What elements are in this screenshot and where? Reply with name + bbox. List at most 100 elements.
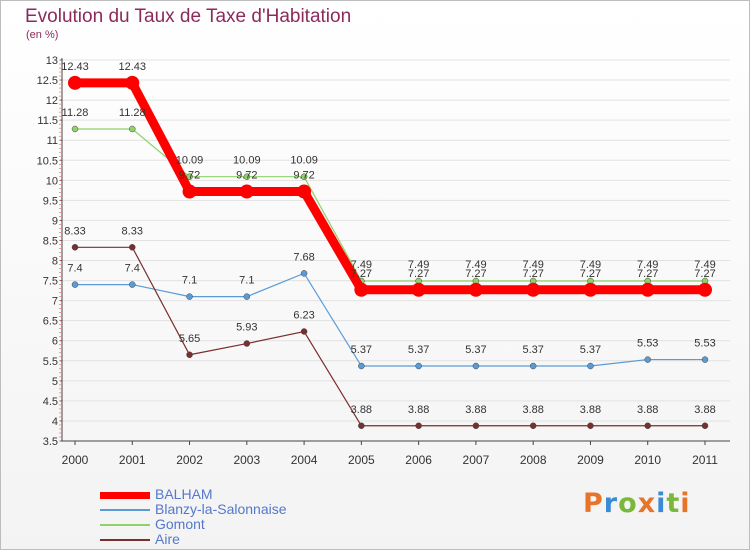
y-tick-label: 9.5 bbox=[43, 195, 58, 207]
legend-label: BALHAM bbox=[155, 486, 213, 502]
grid-lines bbox=[62, 59, 730, 422]
data-point bbox=[239, 184, 254, 199]
data-label: 7.27 bbox=[408, 268, 429, 280]
logo-letter: P bbox=[583, 488, 604, 519]
logo-letter: o bbox=[618, 488, 638, 519]
data-point bbox=[182, 184, 197, 199]
data-point bbox=[701, 422, 709, 430]
logo-letter: i bbox=[656, 488, 667, 519]
data-point bbox=[297, 184, 312, 199]
data-label: 7.1 bbox=[182, 275, 197, 287]
data-point bbox=[129, 244, 136, 251]
data-label: 8.33 bbox=[64, 225, 85, 237]
data-label: 5.37 bbox=[351, 344, 372, 356]
data-label: 7.49 bbox=[637, 259, 658, 271]
data-label: 6.23 bbox=[293, 310, 314, 322]
legend-item: Gomont bbox=[100, 516, 360, 532]
data-label: 10.09 bbox=[176, 155, 204, 167]
x-axis-ticks: 2000 2001 2002 2003 2004 2005 2006 2007 2008 2009… bbox=[62, 441, 718, 467]
data-point bbox=[300, 328, 308, 335]
data-label: 3.88 bbox=[580, 404, 601, 416]
y-tick-label: 12 bbox=[46, 95, 58, 107]
data-point bbox=[640, 282, 655, 297]
y-tick-label: 13 bbox=[46, 55, 58, 67]
data-label: 9.72 bbox=[236, 170, 257, 182]
legend-swatch bbox=[100, 539, 150, 541]
series-group bbox=[68, 75, 712, 430]
data-label: 7.49 bbox=[522, 259, 543, 271]
data-point bbox=[358, 422, 365, 430]
x-tick-label: 2011 bbox=[692, 453, 718, 467]
data-point bbox=[129, 125, 136, 133]
data-label: 5.37 bbox=[408, 344, 429, 356]
data-point bbox=[644, 356, 651, 363]
data-label: 7.27 bbox=[522, 268, 543, 280]
data-label: 3.88 bbox=[637, 404, 658, 416]
data-label: 7.49 bbox=[408, 259, 429, 271]
legend-item: Blanzy-la-Salonnaise bbox=[100, 501, 360, 517]
data-label: 10.09 bbox=[233, 155, 261, 167]
data-point bbox=[468, 282, 483, 297]
logo-letter: t bbox=[666, 488, 681, 519]
x-tick-label: 2008 bbox=[520, 453, 547, 467]
legend-item: BALHAM bbox=[100, 486, 360, 502]
x-tick-label: 2004 bbox=[291, 453, 318, 467]
data-point bbox=[71, 125, 79, 133]
legend-label: Gomont bbox=[155, 516, 205, 532]
chart-title: Evolution du Taux de Taxe d'Habitation bbox=[25, 6, 352, 27]
y-tick-label: 5.5 bbox=[43, 356, 58, 368]
data-labels: 11.28 11.28 10.09 10.09 10.09 7.49 7.49 7.49 7.4… bbox=[61, 61, 715, 416]
y-tick-label: 10.5 bbox=[37, 155, 58, 167]
x-tick-label: 2007 bbox=[463, 453, 490, 467]
y-tick-label: 7.5 bbox=[43, 276, 58, 288]
data-point bbox=[186, 293, 193, 300]
data-point bbox=[68, 75, 82, 90]
data-label: 7.27 bbox=[637, 268, 658, 280]
data-label: 3.88 bbox=[694, 404, 715, 416]
data-point bbox=[583, 282, 598, 297]
legend-label: Blanzy-la-Salonnaise bbox=[155, 501, 287, 517]
data-label: 11.28 bbox=[62, 107, 89, 119]
data-label: 7.27 bbox=[351, 268, 372, 280]
series-line-balham bbox=[75, 78, 705, 295]
data-point bbox=[529, 422, 537, 430]
data-label: 5.53 bbox=[637, 338, 658, 350]
data-label: 3.88 bbox=[408, 404, 429, 416]
data-label: 3.88 bbox=[351, 404, 372, 416]
proxiti-logo: Proxiti bbox=[583, 488, 691, 519]
y-tick-label: 5 bbox=[52, 376, 58, 388]
y-tick-label: 4.5 bbox=[43, 396, 58, 408]
data-point bbox=[415, 422, 422, 430]
data-label: 5.37 bbox=[580, 344, 601, 356]
data-label: 12.43 bbox=[61, 61, 89, 73]
data-label: 7.49 bbox=[351, 259, 372, 271]
data-point bbox=[300, 270, 308, 277]
axes bbox=[61, 58, 730, 442]
data-label: 11.28 bbox=[119, 107, 146, 119]
data-label: 7.27 bbox=[694, 268, 715, 280]
x-tick-label: 2010 bbox=[634, 453, 661, 467]
data-label: 7.27 bbox=[465, 268, 486, 280]
y-tick-label: 11.5 bbox=[37, 115, 58, 127]
data-label: 3.88 bbox=[522, 404, 543, 416]
data-label: 7.1 bbox=[239, 275, 254, 287]
data-label: 7.27 bbox=[580, 268, 601, 280]
data-point bbox=[129, 281, 136, 288]
data-point bbox=[587, 362, 594, 370]
y-tick-label: 6.5 bbox=[43, 316, 58, 328]
data-point bbox=[125, 75, 140, 90]
y-tick-label: 12.5 bbox=[37, 75, 58, 87]
logo-letter: x bbox=[637, 488, 657, 519]
data-label: 10.09 bbox=[290, 155, 318, 167]
legend-swatch bbox=[100, 492, 150, 499]
legend-swatch bbox=[100, 524, 150, 526]
data-point bbox=[243, 293, 251, 300]
data-point bbox=[698, 282, 712, 297]
x-tick-label: 2002 bbox=[176, 453, 203, 467]
data-label: 9.72 bbox=[293, 170, 314, 182]
data-point bbox=[644, 422, 651, 430]
y-tick-label: 8.5 bbox=[43, 235, 58, 247]
data-label: 3.88 bbox=[465, 404, 486, 416]
data-point bbox=[354, 282, 369, 297]
